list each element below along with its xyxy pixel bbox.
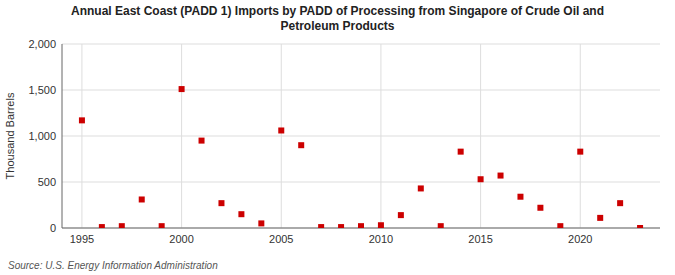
- x-tick-label: 1995: [70, 233, 94, 245]
- point: [378, 222, 384, 228]
- point: [79, 117, 85, 123]
- grid-line-y: [62, 136, 660, 137]
- y-tick-label: 2,000: [28, 38, 56, 50]
- point: [537, 205, 543, 211]
- x-tick-label: 2020: [568, 233, 592, 245]
- grid-line-y: [62, 90, 660, 91]
- point: [617, 200, 623, 206]
- point: [498, 173, 504, 179]
- point: [258, 220, 264, 226]
- point: [478, 176, 484, 182]
- grid-line-x: [380, 44, 381, 228]
- point: [398, 212, 404, 218]
- y-tick-label: 1,500: [28, 84, 56, 96]
- point: [458, 149, 464, 155]
- x-tick-label: 2015: [468, 233, 492, 245]
- point: [298, 142, 304, 148]
- point: [179, 86, 185, 92]
- point: [199, 138, 205, 144]
- grid-line-x: [181, 44, 182, 228]
- point: [338, 224, 344, 228]
- point: [637, 225, 643, 228]
- point: [119, 223, 125, 228]
- y-tick-label: 500: [38, 176, 56, 188]
- chart: 0 500 1,000 1,500 2,000 1995 2000 2005 2010 2015 2…: [0, 0, 675, 275]
- point: [438, 223, 444, 228]
- y-axis-label: Thousand Barrels: [4, 92, 16, 179]
- point: [358, 223, 364, 228]
- y-axis-line: [62, 44, 63, 228]
- point: [597, 215, 603, 221]
- point: [418, 185, 424, 191]
- grid-line-x: [81, 44, 82, 228]
- grid-line-x: [480, 44, 481, 228]
- title: Annual East Coast (PADD 1) Imports by PA…: [71, 4, 604, 33]
- y-tick-label: 0: [50, 222, 56, 234]
- x-tick-label: 2010: [369, 233, 393, 245]
- title-line: Petroleum Products: [280, 19, 394, 33]
- point: [517, 194, 523, 200]
- point: [557, 223, 563, 228]
- point: [318, 224, 324, 228]
- point: [218, 200, 224, 206]
- point: [278, 127, 284, 133]
- y-tick-labels: 0 500 1,000 1,500 2,000: [28, 38, 56, 234]
- title-line: Annual East Coast (PADD 1) Imports by PA…: [71, 4, 604, 18]
- x-tick-label: 2005: [269, 233, 293, 245]
- grid-line-x: [281, 44, 282, 228]
- y-tick-label: 1,000: [28, 130, 56, 142]
- grid-line-y: [62, 44, 660, 45]
- grid: [62, 44, 660, 228]
- x-tick-label: 2000: [169, 233, 193, 245]
- grid-line-x: [580, 44, 581, 228]
- annotation: Source: U.S. Energy Information Administ…: [8, 260, 218, 271]
- point: [238, 211, 244, 217]
- point: [159, 223, 165, 228]
- point: [139, 196, 145, 202]
- x-tick-labels: 1995 2000 2005 2010 2015 2020: [70, 233, 593, 245]
- points: [79, 86, 643, 228]
- grid-line-y: [62, 182, 660, 183]
- point: [99, 224, 105, 228]
- point: [577, 149, 583, 155]
